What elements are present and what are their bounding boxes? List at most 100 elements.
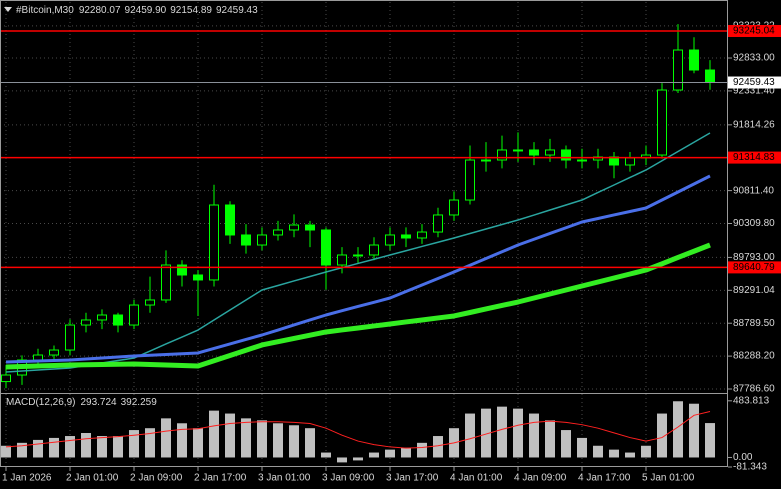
candle-body: [113, 314, 123, 326]
macd-header: MACD(12,26,9) 293.724 392.259: [6, 397, 157, 408]
candle-body: [145, 299, 155, 306]
macd-histogram-bar: [81, 432, 91, 458]
candle-body: [161, 264, 171, 301]
y-tick-label: 92331.40: [733, 86, 775, 97]
macd-histogram-bar: [65, 436, 75, 458]
macd-histogram-bar: [369, 452, 379, 458]
candle-body: [81, 319, 91, 326]
macd-histogram-bar: [273, 423, 283, 458]
macd-main-value: 293.724: [80, 397, 117, 408]
macd-histogram-bar: [497, 406, 507, 458]
x-tick-label: 5 Jan 01:00: [642, 473, 695, 484]
candle-body: [705, 69, 715, 84]
macd-histogram-bar: [465, 413, 475, 458]
candle-body: [97, 314, 107, 321]
candle-body: [513, 149, 523, 152]
macd-histogram-bar: [641, 445, 651, 458]
candle-body: [193, 274, 203, 281]
candle-body: [385, 234, 395, 246]
macd-histogram-bar: [689, 403, 699, 458]
macd-y-tick-label: -81.343: [733, 462, 767, 473]
level-label: 91314.83: [733, 152, 775, 163]
moving-average-line: [5, 242, 711, 370]
y-tick-label: 91814.26: [733, 119, 775, 130]
macd-histogram-bar: [177, 423, 187, 458]
macd-histogram-bar: [353, 457, 363, 461]
y-tick-label: 88789.50: [733, 318, 775, 329]
candle-body: [273, 229, 283, 236]
x-tick-label: 2 Jan 01:00: [66, 473, 119, 484]
candle-body: [561, 149, 571, 161]
macd-histogram-bar: [657, 413, 667, 458]
candle-body: [417, 231, 427, 239]
macd-histogram-bar: [609, 449, 619, 458]
macd-histogram-bar: [113, 436, 123, 458]
y-tick-label: 87786.60: [733, 384, 775, 395]
candle-body: [449, 199, 459, 216]
macd-histogram-bar: [225, 413, 235, 458]
quote-high: 92459.90: [125, 5, 167, 16]
axis-layer: 93323.2292833.0092331.4091814.2690811.40…: [2, 21, 781, 484]
macd-histogram-bar: [209, 410, 219, 458]
macd-histogram-bar: [417, 442, 427, 458]
plot-frame: [0, 0, 728, 467]
macd-histogram-bar: [481, 408, 491, 458]
macd-histogram-bar: [289, 425, 299, 458]
candle-body: [337, 254, 347, 266]
macd-histogram-bar: [145, 428, 155, 458]
y-tick-label: 92833.00: [733, 53, 775, 64]
x-tick-label: 4 Jan 17:00: [578, 473, 631, 484]
y-tick-label: 88288.20: [733, 351, 775, 362]
x-tick-label: 1 Jan 2026: [2, 473, 52, 484]
macd-histogram-bar: [401, 447, 411, 458]
candle-body: [689, 49, 699, 71]
y-tick-label: 90309.80: [733, 218, 775, 229]
last-price-box: [728, 76, 781, 89]
marks-layer: [0, 24, 728, 463]
macd-histogram-bar: [97, 436, 107, 458]
candle-body: [529, 149, 539, 156]
macd-title: MACD(12,26,9): [6, 397, 75, 408]
candle-body: [401, 234, 411, 239]
candle-body: [481, 159, 491, 162]
last-price-label: 92459.43: [733, 77, 775, 88]
level-label-box: [728, 24, 781, 37]
y-tick-label: 90811.40: [733, 185, 774, 196]
macd-histogram-bar: [513, 408, 523, 458]
macd-histogram-bar: [33, 439, 43, 458]
macd-histogram-bar: [561, 430, 571, 458]
candle-body: [673, 49, 683, 91]
candle-body: [353, 254, 363, 257]
y-tick-label: 89291.04: [733, 285, 775, 296]
x-tick-label: 3 Jan 17:00: [386, 473, 439, 484]
macd-histogram-bar: [257, 420, 267, 458]
candle-body: [209, 204, 219, 281]
macd-histogram-bar: [705, 423, 715, 458]
candle-body: [577, 159, 587, 162]
macd-histogram-bar: [337, 457, 347, 463]
macd-histogram-bar: [193, 428, 203, 458]
candle-body: [289, 224, 299, 231]
level-label: 89640.79: [733, 262, 775, 273]
macd-histogram-bar: [1, 445, 11, 458]
symbol-title: #Bitcoin,M30: [16, 5, 74, 16]
candle-body: [33, 354, 43, 361]
candle-body: [177, 264, 187, 276]
macd-histogram-bar: [17, 442, 27, 458]
x-tick-label: 4 Jan 01:00: [450, 473, 503, 484]
y-tick-label: 89793.00: [733, 252, 775, 263]
macd-histogram-bar: [321, 452, 331, 458]
macd-histogram-bar: [241, 418, 251, 458]
quote-low: 92154.89: [170, 5, 212, 16]
candle-body: [465, 159, 475, 201]
level-label-box: [728, 261, 781, 274]
macd-histogram-bar: [545, 420, 555, 458]
menu-icon[interactable]: [4, 7, 12, 12]
macd-signal-value: 392.259: [121, 397, 158, 408]
x-tick-label: 3 Jan 09:00: [322, 473, 375, 484]
candle-body: [545, 149, 555, 156]
macd-histogram-bar: [625, 452, 635, 458]
macd-histogram-bar: [673, 401, 683, 458]
